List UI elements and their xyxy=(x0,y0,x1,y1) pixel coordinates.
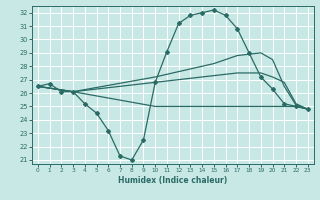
X-axis label: Humidex (Indice chaleur): Humidex (Indice chaleur) xyxy=(118,176,228,185)
